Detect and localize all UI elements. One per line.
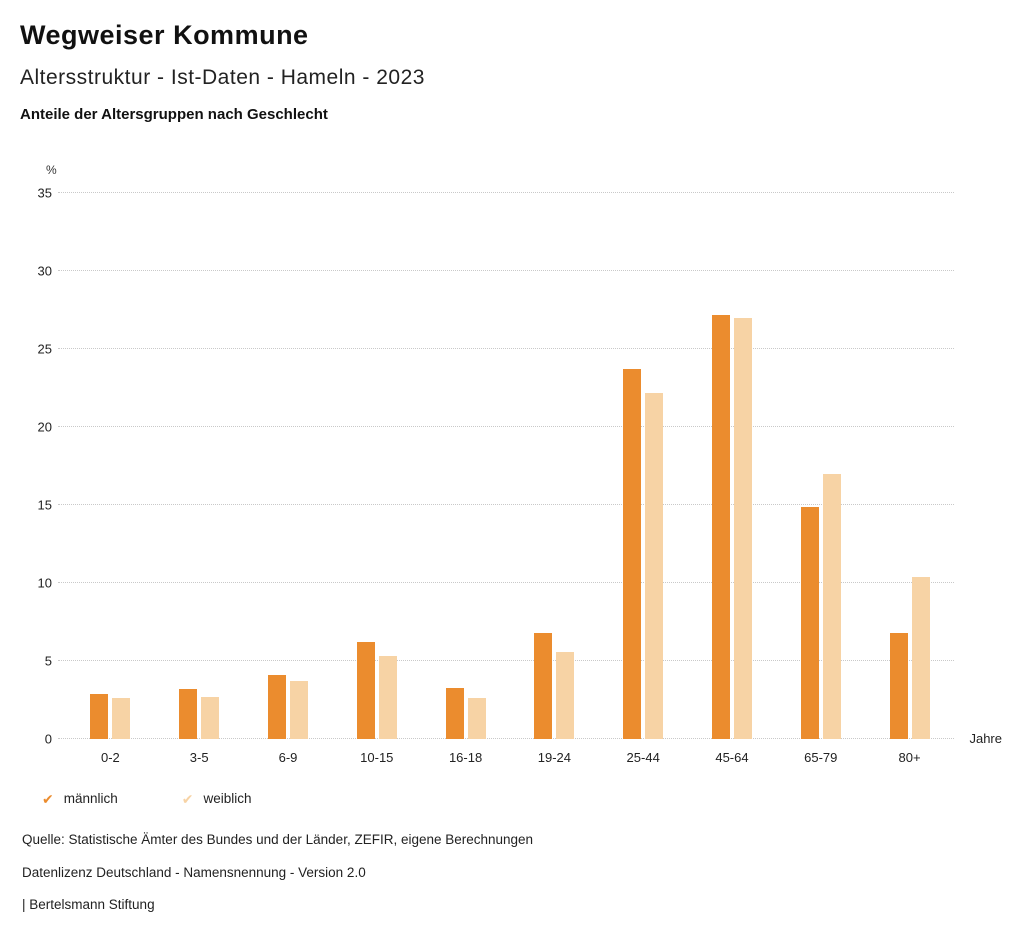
bar-männlich <box>445 687 464 739</box>
bar-weiblich <box>822 473 841 739</box>
bar-männlich <box>534 632 553 739</box>
bar-männlich <box>267 675 286 739</box>
bar-group-19-24 <box>510 193 599 739</box>
page-subtitle: Altersstruktur - Ist-Daten - Hameln - 20… <box>20 66 425 89</box>
legend-label: weiblich <box>203 791 252 806</box>
x-axis-unit-label: Jahre <box>969 731 1002 746</box>
x-tick-label: 65-79 <box>804 750 838 765</box>
x-tick-label: 10-15 <box>360 750 394 765</box>
gridline <box>58 504 954 505</box>
legend: ✔ männlich ✔ weiblich <box>42 791 1024 806</box>
bar-weiblich <box>112 698 131 739</box>
bar-männlich <box>711 314 730 739</box>
legend-item-weiblich: ✔ weiblich <box>182 791 252 806</box>
x-tick-label: 3-5 <box>189 750 209 765</box>
bar-männlich <box>179 689 198 739</box>
bar-group-65-79 <box>776 193 865 739</box>
gridline <box>58 270 954 271</box>
bar-männlich <box>90 693 109 739</box>
chart-caption: Anteile der Altersgruppen nach Geschlech… <box>20 106 328 123</box>
y-tick-label: 35 <box>37 185 52 201</box>
y-tick-label: 0 <box>44 731 52 747</box>
gridline <box>58 660 954 661</box>
plot-area: Jahre 0 5 10 15 20 25 30 35 <box>38 187 1002 747</box>
license-line: Datenlizenz Deutschland - Namensnennung … <box>22 864 366 880</box>
y-tick-label: 10 <box>37 575 52 591</box>
bar-weiblich <box>911 576 930 739</box>
y-tick-label: 25 <box>37 341 52 357</box>
check-icon: ✔ <box>181 790 194 807</box>
bar-weiblich <box>289 681 308 739</box>
x-tick-label: 25-44 <box>626 750 660 765</box>
bar-männlich <box>623 369 642 739</box>
x-tick-label: 19-24 <box>537 750 571 765</box>
bar-männlich <box>889 632 908 739</box>
x-tick-label: 6-9 <box>278 750 298 765</box>
x-tick-label: 45-64 <box>715 750 749 765</box>
bar-weiblich <box>378 656 397 739</box>
gridline <box>58 582 954 583</box>
bar-männlich <box>356 642 375 739</box>
bar-männlich <box>800 506 819 739</box>
bar-weiblich <box>645 392 664 739</box>
gridline <box>58 426 954 427</box>
y-tick-label: 5 <box>44 653 52 669</box>
gridline <box>58 192 954 193</box>
bar-group-0-2 <box>66 193 155 739</box>
publisher-line: | Bertelsmann Stiftung <box>22 897 155 912</box>
bar-group-16-18 <box>421 193 510 739</box>
page: Wegweiser Kommune Altersstruktur - Ist-D… <box>20 20 1024 912</box>
page-title: Wegweiser Kommune <box>20 20 309 50</box>
y-tick-label: 20 <box>37 419 52 435</box>
x-tick-label: 0-2 <box>101 750 120 765</box>
x-tick-label: 16-18 <box>448 750 483 765</box>
x-tick-label: 80+ <box>898 750 921 765</box>
legend-label: männlich <box>63 791 118 806</box>
source-line: Quelle: Statistische Ämter des Bundes un… <box>22 832 534 847</box>
bar-group-25-44 <box>599 193 688 739</box>
bar-group-45-64 <box>688 193 777 739</box>
y-tick-label: 15 <box>37 497 52 513</box>
footer: Quelle: Statistische Ämter des Bundes un… <box>22 832 1024 912</box>
bar-group-10-15 <box>332 193 421 739</box>
gridline <box>58 738 954 739</box>
chart: % Jahre 0 5 10 15 20 25 30 35 0-2 3-5 6-9 10-15 16-… <box>30 163 1002 765</box>
y-axis-unit-label: % <box>46 163 57 177</box>
bar-weiblich <box>467 698 486 739</box>
bar-weiblich <box>201 696 220 739</box>
x-axis-labels: 0-2 3-5 6-9 10-15 16-18 19-24 25-44 45-64 65-79 8… <box>66 750 954 765</box>
bar-weiblich <box>556 651 575 739</box>
bar-group-80+ <box>865 193 954 739</box>
y-tick-label: 30 <box>37 263 52 279</box>
bar-weiblich <box>733 317 752 739</box>
bar-group-6-9 <box>244 193 333 739</box>
bar-group-3-5 <box>155 193 244 739</box>
bar-groups <box>66 193 954 739</box>
legend-item-maennlich: ✔ männlich <box>42 791 118 806</box>
gridline <box>58 348 954 349</box>
check-icon: ✔ <box>42 790 54 807</box>
